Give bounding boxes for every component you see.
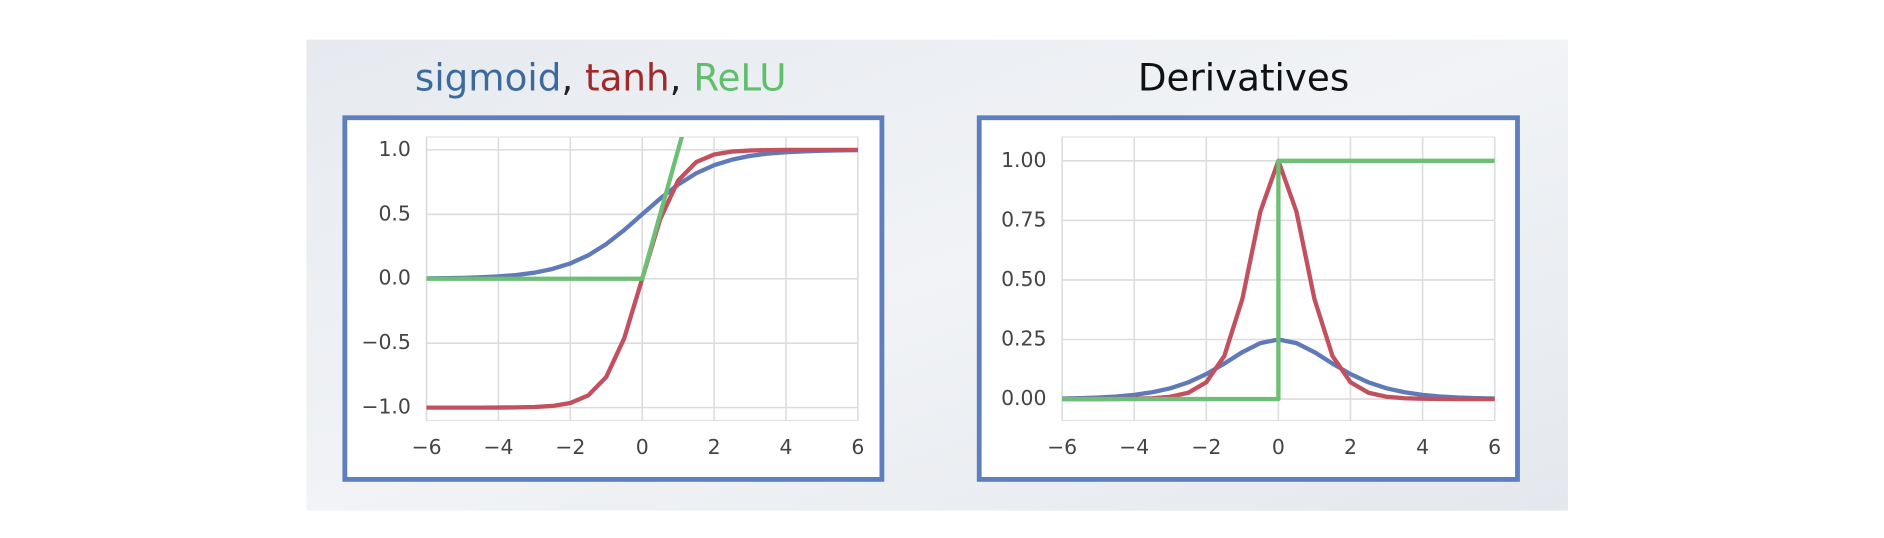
x-tick-label: 6	[851, 435, 864, 459]
y-tick-label: −1.0	[361, 395, 411, 419]
plot: 0.00 0.25 0.50 0.75 1.00 −6 −4 −2 0 2 4 6	[1001, 136, 1501, 459]
plot: −1.0 −0.5 0.0 0.5 1.0 −6 −4 −2 0 2 4 6	[361, 136, 864, 459]
y-tick-label: 1.0	[378, 137, 410, 161]
x-tick-label: −2	[555, 435, 585, 459]
x-tick-label: −4	[483, 435, 513, 459]
x-tick-label: 0	[636, 435, 649, 459]
x-tick-label: −6	[411, 435, 441, 459]
series-group	[426, 136, 858, 410]
x-tick-label: 2	[708, 435, 721, 459]
series-line	[426, 136, 684, 281]
chart-title: Derivatives	[1138, 55, 1349, 99]
y-tick-label: 0.5	[378, 201, 410, 225]
scene: sigmoid, tanh, ReLU −1.0 −0.5 0.0 0.5 1.0 −6 −4…	[306, 39, 1568, 511]
series-line	[1062, 158, 1495, 402]
y-tick-label: 0.25	[1001, 327, 1046, 351]
y-tick-label: −0.5	[361, 330, 411, 354]
title-part: ReLU	[693, 55, 786, 99]
x-tick-label: −6	[1047, 435, 1077, 459]
title-part: ,	[670, 55, 694, 99]
title-part: ,	[561, 55, 585, 99]
series-line	[426, 147, 858, 281]
x-tick-label: 4	[1416, 435, 1429, 459]
x-tick-label: −4	[1119, 435, 1149, 459]
title-part: sigmoid	[415, 55, 561, 99]
y-tick-label: 0.00	[1001, 386, 1046, 410]
y-tick-label: 0.50	[1001, 267, 1046, 291]
chart-title: sigmoid, tanh, ReLU	[415, 55, 787, 99]
x-tick-label: 2	[1344, 435, 1357, 459]
x-tick-label: 0	[1272, 435, 1285, 459]
title-part: Derivatives	[1138, 55, 1349, 99]
y-tick-label: 0.0	[378, 266, 410, 290]
y-tick-label: 1.00	[1001, 148, 1046, 172]
x-tick-label: −2	[1191, 435, 1221, 459]
x-tick-label: 6	[1488, 435, 1501, 459]
y-tick-label: 0.75	[1001, 207, 1046, 231]
x-tick-label: 4	[779, 435, 792, 459]
title-part: tanh	[585, 55, 670, 99]
series-group	[1062, 158, 1495, 402]
